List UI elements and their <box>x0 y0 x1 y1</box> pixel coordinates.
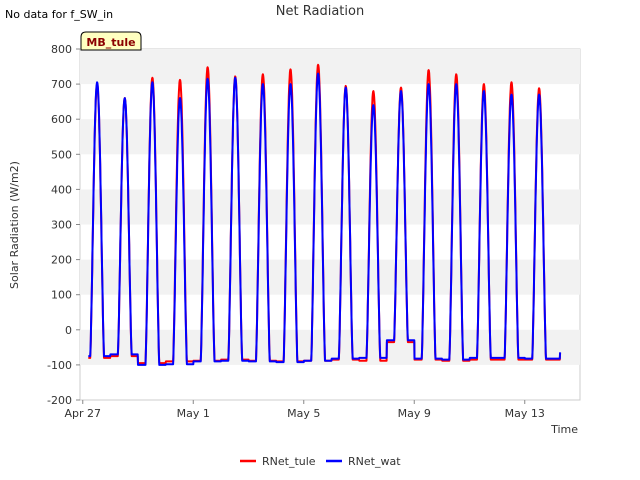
y-tick-label: 600 <box>51 113 72 126</box>
y-tick-label: 100 <box>51 289 72 302</box>
no-data-note: No data for f_SW_in <box>5 8 113 21</box>
plot-band <box>80 49 580 85</box>
x-tick-label: May 9 <box>398 407 431 420</box>
y-tick-label: 300 <box>51 219 72 232</box>
y-tick-label: 700 <box>51 78 72 91</box>
legend-label-rnet-tule: RNet_tule <box>262 455 316 468</box>
y-tick-label: 0 <box>65 324 72 337</box>
chart-title: Net Radiation <box>276 4 364 19</box>
x-tick-label: May 5 <box>287 407 320 420</box>
legend-label-rnet-wat: RNet_wat <box>348 455 401 468</box>
x-tick-label: May 1 <box>177 407 210 420</box>
legend: RNet_tule RNet_wat <box>240 455 401 468</box>
y-axis-label: Solar Radiation (W/m2) <box>8 161 21 289</box>
x-tick-label: Apr 27 <box>64 407 101 420</box>
plot-band <box>80 119 580 155</box>
y-tick-label: 400 <box>51 183 72 196</box>
series-line-rnet-wat <box>87 72 562 366</box>
plot-band <box>80 189 580 225</box>
plot-bands <box>80 49 580 365</box>
badge-label: MB_tule <box>86 36 135 49</box>
y-tick-label: 800 <box>51 43 72 56</box>
plot-band <box>80 259 580 295</box>
y-tick-label: 500 <box>51 148 72 161</box>
site-badge: MB_tule <box>80 31 142 51</box>
x-axis-label: Time <box>550 423 578 436</box>
y-tick-label: 200 <box>51 254 72 267</box>
plot-background <box>79 48 581 401</box>
y-axis: -200 -100 0 100 200 300 400 500 600 700 800 <box>47 43 80 407</box>
x-tick-label: May 13 <box>505 407 545 420</box>
series-lines <box>87 63 562 366</box>
x-axis: Apr 27 May 1 May 5 May 9 May 13 <box>64 400 545 420</box>
y-tick-label: -100 <box>47 359 72 372</box>
y-tick-label: -200 <box>47 394 72 407</box>
badge-box <box>80 31 142 51</box>
